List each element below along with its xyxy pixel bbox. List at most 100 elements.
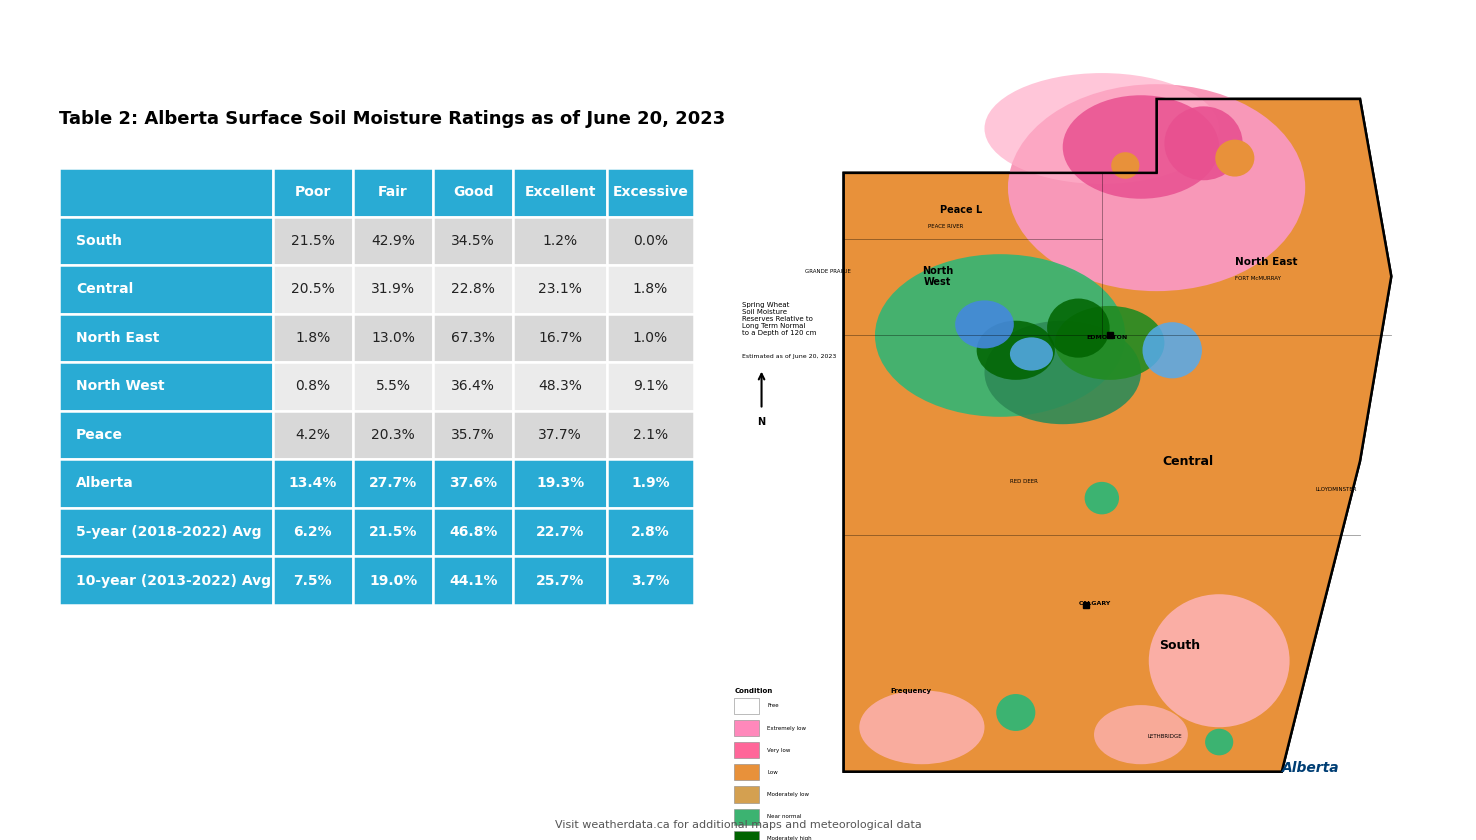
Text: 3.7%: 3.7% <box>632 574 670 587</box>
FancyBboxPatch shape <box>734 742 759 759</box>
Text: 22.8%: 22.8% <box>452 282 494 297</box>
Text: 21.5%: 21.5% <box>291 234 335 248</box>
Text: Extremely low: Extremely low <box>768 726 806 731</box>
Text: South: South <box>1160 639 1200 653</box>
Text: 13.0%: 13.0% <box>370 331 415 345</box>
Text: 20.5%: 20.5% <box>291 282 335 297</box>
Text: Moderately low: Moderately low <box>768 792 809 797</box>
Text: Moderately high: Moderately high <box>768 837 812 840</box>
Circle shape <box>1215 139 1255 176</box>
Text: South: South <box>77 234 123 248</box>
Ellipse shape <box>977 321 1055 380</box>
Ellipse shape <box>1010 338 1052 370</box>
Text: Excessive: Excessive <box>613 186 688 199</box>
Ellipse shape <box>984 73 1219 184</box>
Text: Visit weatherdata.ca for additional maps and meteorological data: Visit weatherdata.ca for additional maps… <box>555 820 921 830</box>
Text: 22.7%: 22.7% <box>536 525 584 539</box>
FancyBboxPatch shape <box>734 831 759 840</box>
Text: Central: Central <box>1162 454 1213 468</box>
Text: Excellent: Excellent <box>524 186 596 199</box>
Text: 21.5%: 21.5% <box>369 525 418 539</box>
Text: Alberta: Alberta <box>1281 761 1339 775</box>
Text: Peace: Peace <box>77 428 123 442</box>
Text: Table 2: Alberta Surface Soil Moisture Ratings as of June 20, 2023: Table 2: Alberta Surface Soil Moisture R… <box>59 110 725 128</box>
Text: 31.9%: 31.9% <box>370 282 415 297</box>
Circle shape <box>1142 323 1201 378</box>
Text: 37.7%: 37.7% <box>539 428 582 442</box>
Text: 16.7%: 16.7% <box>539 331 582 345</box>
Text: Central: Central <box>77 282 133 297</box>
Text: North
West: North West <box>922 265 953 287</box>
Circle shape <box>1111 152 1139 179</box>
Text: Free: Free <box>768 703 779 708</box>
FancyBboxPatch shape <box>734 720 759 736</box>
Ellipse shape <box>875 255 1125 417</box>
Text: Alberta: Alberta <box>77 476 134 491</box>
Text: 1.8%: 1.8% <box>633 282 669 297</box>
Ellipse shape <box>1063 95 1219 199</box>
Text: Spring Wheat
Soil Moisture
Reserves Relative to
Long Term Normal
to a Depth of 1: Spring Wheat Soil Moisture Reserves Rela… <box>742 302 816 336</box>
Text: 35.7%: 35.7% <box>452 428 494 442</box>
FancyBboxPatch shape <box>734 786 759 803</box>
Text: 9.1%: 9.1% <box>633 380 669 393</box>
Text: 23.1%: 23.1% <box>539 282 582 297</box>
Ellipse shape <box>859 690 984 764</box>
Text: LLOYDMINSTER: LLOYDMINSTER <box>1315 486 1358 491</box>
Text: 42.9%: 42.9% <box>370 234 415 248</box>
Text: 48.3%: 48.3% <box>539 380 582 393</box>
Text: North West: North West <box>77 380 165 393</box>
Text: Poor: Poor <box>295 186 331 199</box>
Polygon shape <box>844 99 1392 772</box>
Circle shape <box>996 694 1035 731</box>
Text: 46.8%: 46.8% <box>449 525 497 539</box>
Circle shape <box>1165 107 1243 181</box>
Text: Frequency: Frequency <box>890 688 931 694</box>
Text: 1.2%: 1.2% <box>543 234 577 248</box>
Text: Low: Low <box>768 770 778 774</box>
Ellipse shape <box>1055 306 1165 380</box>
Text: PEACE RIVER: PEACE RIVER <box>928 224 962 229</box>
Text: North East: North East <box>1235 256 1297 266</box>
Text: 10-year (2013-2022) Avg: 10-year (2013-2022) Avg <box>77 574 272 587</box>
FancyBboxPatch shape <box>734 698 759 714</box>
Text: Estimated as of June 20, 2023: Estimated as of June 20, 2023 <box>742 354 837 359</box>
Ellipse shape <box>955 301 1014 349</box>
Text: Condition: Condition <box>734 688 772 694</box>
Text: 0.8%: 0.8% <box>295 380 331 393</box>
Ellipse shape <box>1094 705 1188 764</box>
Text: 2.1%: 2.1% <box>633 428 667 442</box>
Text: Peace L: Peace L <box>940 205 982 215</box>
Text: 13.4%: 13.4% <box>289 476 337 491</box>
Text: FORT McMURRAY: FORT McMURRAY <box>1235 276 1281 281</box>
Text: 36.4%: 36.4% <box>452 380 494 393</box>
Text: Good: Good <box>453 186 493 199</box>
FancyBboxPatch shape <box>734 809 759 825</box>
Text: North East: North East <box>77 331 159 345</box>
Text: 7.5%: 7.5% <box>294 574 332 587</box>
Text: LETHBRIDGE: LETHBRIDGE <box>1147 734 1182 739</box>
Text: Near normal: Near normal <box>768 814 801 819</box>
Text: 2.8%: 2.8% <box>630 525 670 539</box>
Text: Fair: Fair <box>378 186 407 199</box>
Circle shape <box>1085 482 1119 514</box>
Text: 1.9%: 1.9% <box>630 476 670 491</box>
Text: 0.0%: 0.0% <box>633 234 667 248</box>
Text: 44.1%: 44.1% <box>449 574 497 587</box>
Text: 4.2%: 4.2% <box>295 428 331 442</box>
Text: CALGARY: CALGARY <box>1079 601 1111 606</box>
Polygon shape <box>844 99 1392 772</box>
Text: 34.5%: 34.5% <box>452 234 494 248</box>
Text: 67.3%: 67.3% <box>452 331 494 345</box>
Text: GRANDE PRAIRIE: GRANDE PRAIRIE <box>804 269 852 274</box>
Ellipse shape <box>1148 594 1290 727</box>
Text: 20.3%: 20.3% <box>370 428 415 442</box>
Text: 25.7%: 25.7% <box>536 574 584 587</box>
Circle shape <box>1046 298 1110 358</box>
Text: 5-year (2018-2022) Avg: 5-year (2018-2022) Avg <box>77 525 261 539</box>
Text: 19.3%: 19.3% <box>536 476 584 491</box>
FancyBboxPatch shape <box>734 764 759 780</box>
Ellipse shape <box>1008 84 1305 291</box>
Ellipse shape <box>984 321 1141 424</box>
Text: 19.0%: 19.0% <box>369 574 418 587</box>
Text: 6.2%: 6.2% <box>294 525 332 539</box>
